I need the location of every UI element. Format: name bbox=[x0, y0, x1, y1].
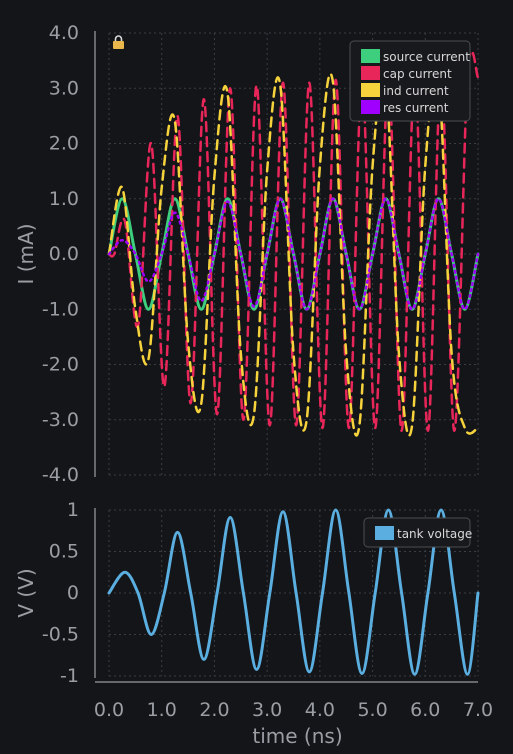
y-tick-label: -2.0 bbox=[42, 354, 79, 376]
legend-swatch-ind bbox=[361, 83, 380, 97]
voltage-legend[interactable]: tank voltage bbox=[363, 517, 472, 548]
y-tick-label: 1.0 bbox=[49, 188, 79, 210]
y-tick-label: 2.0 bbox=[49, 133, 79, 155]
x-tick-label: 3.0 bbox=[252, 699, 282, 721]
x-axis-label: time (ns) bbox=[252, 724, 342, 748]
x-tick-label: 2.0 bbox=[199, 699, 229, 721]
current-legend[interactable]: source current cap current ind current res … bbox=[349, 40, 471, 122]
y-tick-label: 0 bbox=[67, 582, 79, 604]
x-tick-label: 5.0 bbox=[357, 699, 387, 721]
series-line-res bbox=[107, 197, 480, 311]
series-line-cap bbox=[107, 49, 480, 433]
voltage-y-axis-label: V (V) bbox=[14, 568, 38, 617]
x-tick-label: 7.0 bbox=[463, 699, 493, 721]
lock-icon bbox=[113, 41, 124, 49]
series-line-ind bbox=[107, 67, 480, 437]
voltage-y-ticks: 1 0.5 0 -0.5 -1 bbox=[42, 499, 79, 687]
y-tick-label: -1.0 bbox=[42, 298, 79, 320]
series-line-tank bbox=[107, 508, 480, 676]
current-y-ticks: 4.0 3.0 2.0 1.0 0.0 -1.0 -2.0 -3.0 -4.0 bbox=[42, 22, 79, 486]
voltage-x-ticks: 0.0 1.0 2.0 3.0 4.0 5.0 6.0 7.0 bbox=[94, 699, 493, 721]
y-tick-label: 0.5 bbox=[49, 541, 79, 563]
lock-button[interactable] bbox=[113, 35, 124, 49]
y-tick-label: -4.0 bbox=[42, 464, 79, 486]
legend-swatch-tank bbox=[375, 526, 394, 540]
current-chart: 4.0 3.0 2.0 1.0 0.0 -1.0 -2.0 -3.0 -4.0 I (mA) s… bbox=[14, 22, 480, 486]
legend-swatch-source bbox=[361, 49, 380, 63]
legend-label-tank: tank voltage bbox=[397, 527, 472, 541]
y-tick-label: 0.0 bbox=[49, 243, 79, 265]
current-y-axis-label: I (mA) bbox=[14, 223, 38, 284]
y-tick-label: 3.0 bbox=[49, 77, 79, 99]
x-tick-label: 6.0 bbox=[410, 699, 440, 721]
x-tick-label: 0.0 bbox=[94, 699, 124, 721]
y-tick-label: -3.0 bbox=[42, 409, 79, 431]
legend-label-res: res current bbox=[383, 101, 449, 115]
y-tick-label: 4.0 bbox=[49, 22, 79, 44]
x-tick-label: 1.0 bbox=[147, 699, 177, 721]
legend-swatch-res bbox=[361, 100, 380, 114]
legend-label-ind: ind current bbox=[383, 84, 449, 98]
y-tick-label: -0.5 bbox=[42, 624, 79, 646]
legend-label-source: source current bbox=[383, 50, 470, 64]
current-series bbox=[107, 49, 480, 437]
x-tick-label: 4.0 bbox=[305, 699, 335, 721]
legend-swatch-cap bbox=[361, 66, 380, 80]
y-tick-label: 1 bbox=[67, 499, 79, 521]
voltage-series bbox=[107, 508, 480, 676]
y-tick-label: -1 bbox=[60, 665, 79, 687]
legend-label-cap: cap current bbox=[383, 67, 452, 81]
voltage-chart: 1 0.5 0 -0.5 -1 0.0 1.0 2.0 3.0 4.0 5.0 6.0 7.0 V (… bbox=[14, 499, 493, 748]
lock-shackle bbox=[114, 35, 123, 41]
